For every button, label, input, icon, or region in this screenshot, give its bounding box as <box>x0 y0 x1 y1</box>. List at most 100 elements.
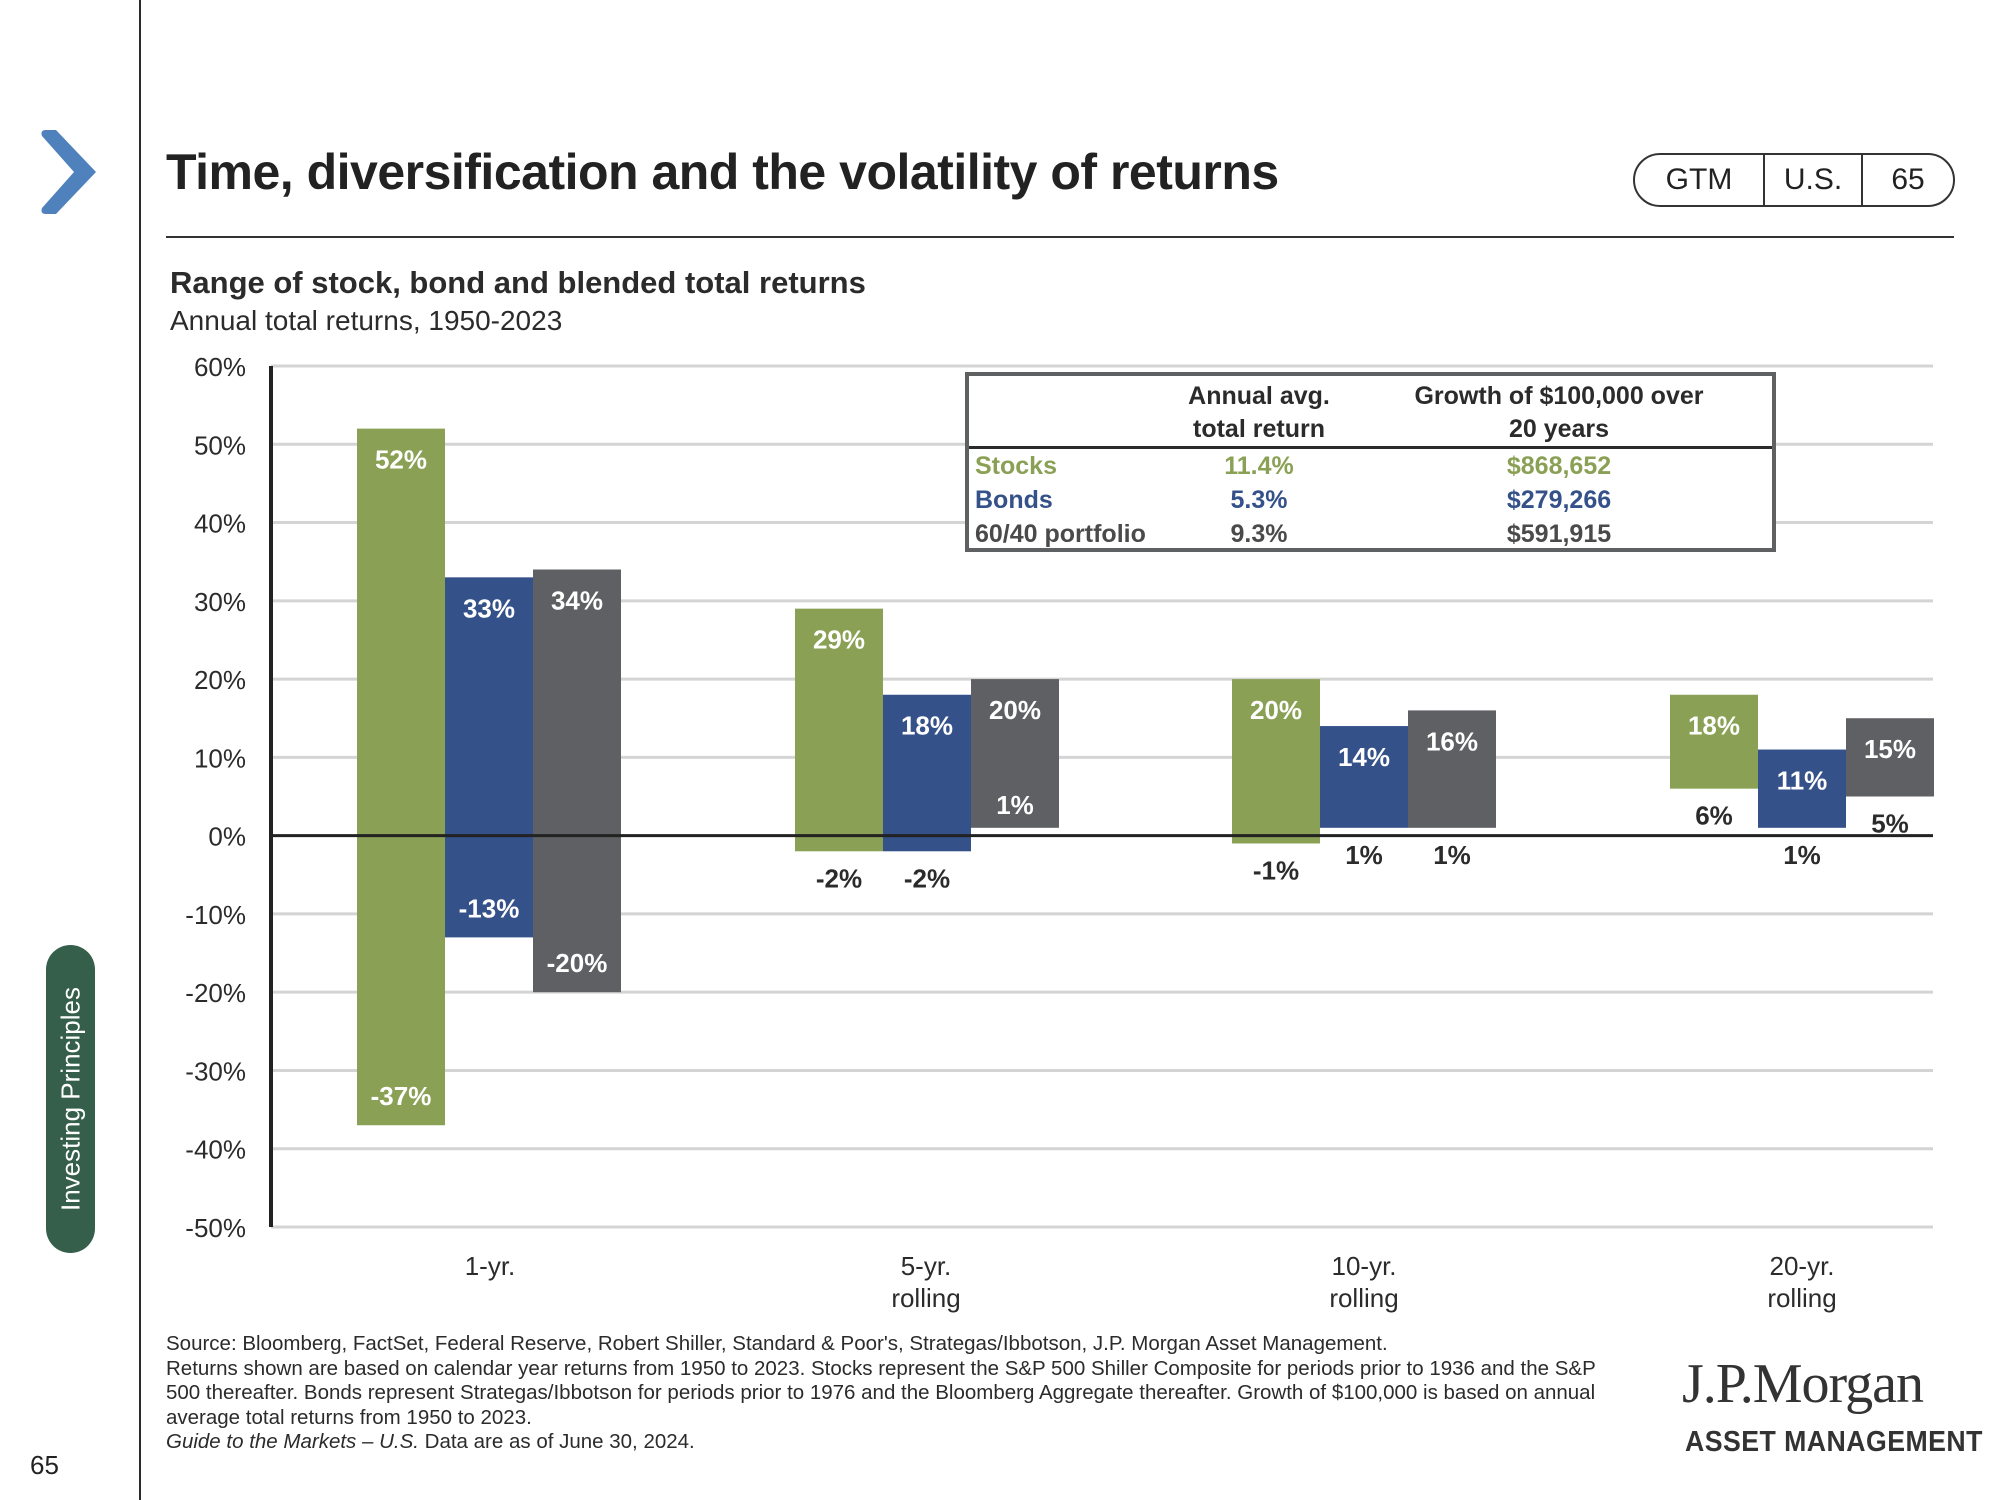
data-label-high: 18% <box>1688 711 1740 741</box>
y-tick-label: 40% <box>194 509 246 539</box>
table-row-portfolio: 60/40 portfolio 9.3% $591,915 <box>969 517 1772 551</box>
footnote-date: Guide to the Markets – U.S. Data are as … <box>166 1430 1626 1455</box>
data-label-high: 16% <box>1426 726 1478 756</box>
data-label-high: 33% <box>463 593 515 623</box>
y-tick-label: 0% <box>208 822 246 852</box>
footnote-source: Source: Bloomberg, FactSet, Federal Rese… <box>166 1332 1388 1355</box>
bar-60-40-portfolio <box>971 679 1059 828</box>
jpmorgan-logo: J.P.Morgan <box>1682 1353 1924 1415</box>
y-tick-label: 60% <box>194 352 246 382</box>
returns-summary-table: Annual avg. total return Growth of $100,… <box>965 372 1776 552</box>
bar-bonds <box>1320 726 1408 828</box>
data-label-low: 1% <box>1345 840 1383 870</box>
header-line: 20 years <box>1508 415 1610 443</box>
bar-stocks <box>1670 694 1758 789</box>
slide-reference-pill: GTM U.S. 65 <box>1633 153 1955 207</box>
bar-stocks <box>795 608 883 852</box>
data-label-high: 18% <box>901 711 953 741</box>
data-label-high: 20% <box>1250 695 1302 725</box>
row-label: Stocks <box>975 452 1057 480</box>
section-tag-label: Investing Principles <box>55 987 85 1211</box>
x-label-line: rolling <box>1767 1283 1837 1313</box>
x-label-line: 20-yr. <box>1769 1251 1835 1281</box>
row-growth: $279,266 <box>1506 486 1612 514</box>
data-label-low: -2% <box>816 863 862 893</box>
data-label-low: 1% <box>1433 840 1471 870</box>
y-tick-label: -50% <box>185 1213 246 1243</box>
row-avg-return: 9.3% <box>1230 520 1288 548</box>
chart-subtitle: Annual total returns, 1950-2023 <box>170 305 563 336</box>
data-label-high: 14% <box>1338 742 1390 772</box>
chevron-right-icon <box>41 130 96 214</box>
x-label-line: 10-yr. <box>1331 1251 1397 1281</box>
y-tick-label: 20% <box>194 665 246 695</box>
row-label: Bonds <box>975 486 1053 514</box>
data-label-low: -20% <box>547 948 608 978</box>
data-label-high: 29% <box>813 625 865 655</box>
x-label-10yr: 10-yr. rolling <box>1264 1250 1464 1314</box>
y-tick-label: -10% <box>185 900 246 930</box>
bar-stocks <box>1232 679 1320 844</box>
bar-bonds <box>883 694 971 852</box>
header-annual-avg: Annual avg. total return <box>1149 380 1369 446</box>
row-growth: $868,652 <box>1506 452 1612 480</box>
data-label-low: -2% <box>904 863 950 893</box>
y-tick-label: -20% <box>185 978 246 1008</box>
data-label-low: -13% <box>459 893 520 923</box>
table-row-stocks: Stocks 11.4% $868,652 <box>969 449 1772 483</box>
data-label-low: -1% <box>1253 855 1299 885</box>
y-tick-label: 30% <box>194 587 246 617</box>
bar-bonds <box>1758 749 1846 828</box>
pill-gtm: GTM <box>1635 155 1765 205</box>
range-bar-chart: 60% 50% 40% 30% 20% 10% 0% -10% -20% -30% -40% -50%… <box>185 352 1934 1243</box>
footnote: Source: Bloomberg, FactSet, Federal Rese… <box>166 1332 1626 1455</box>
data-label-high: 11% <box>1777 766 1828 796</box>
vertical-divider <box>139 0 141 1500</box>
row-growth: $591,915 <box>1506 520 1612 548</box>
page-number: 65 <box>30 1450 59 1480</box>
header-line: total return <box>1193 415 1325 443</box>
table-header: Annual avg. total return Growth of $100,… <box>969 376 1772 449</box>
footnote-publication: Guide to the Markets – U.S. <box>166 1430 419 1453</box>
header-line: Annual avg. <box>1188 382 1330 410</box>
bar-bonds <box>445 577 533 938</box>
x-label-1yr: 1-yr. <box>390 1250 590 1282</box>
y-tick-label: -30% <box>185 1056 246 1086</box>
data-label-low: 1% <box>1783 840 1821 870</box>
bar-stocks <box>357 428 445 1126</box>
bar-60-40-portfolio <box>533 569 621 993</box>
x-label-line: 1-yr. <box>464 1251 516 1281</box>
data-label-low: -37% <box>371 1081 432 1111</box>
data-label-low: 1% <box>996 790 1034 820</box>
row-label: 60/40 portfolio <box>975 520 1146 548</box>
x-label-20yr: 20-yr. rolling <box>1702 1250 1902 1314</box>
x-label-line: 5-yr. <box>900 1251 952 1281</box>
asset-management-wordmark: ASSET MANAGEMENT <box>1685 1426 1983 1458</box>
header-line: Growth of $100,000 over <box>1414 382 1704 410</box>
x-label-line: rolling <box>891 1283 961 1313</box>
header-growth: Growth of $100,000 over 20 years <box>1389 380 1729 446</box>
data-label-high: 34% <box>551 586 603 616</box>
data-label-low: 6% <box>1695 801 1733 831</box>
row-avg-return: 5.3% <box>1230 486 1288 514</box>
data-label-low: 5% <box>1871 809 1909 839</box>
footnote-methodology: Returns shown are based on calendar year… <box>166 1356 1596 1429</box>
footnote-as-of: Data are as of June 30, 2024. <box>418 1430 695 1453</box>
x-label-5yr: 5-yr. rolling <box>826 1250 1026 1314</box>
pill-region: U.S. <box>1765 155 1863 205</box>
bar-60-40-portfolio <box>1408 710 1496 828</box>
y-tick-label: -40% <box>185 1135 246 1165</box>
title-divider <box>166 236 1954 238</box>
data-label-high: 20% <box>989 695 1041 725</box>
y-tick-label: 50% <box>194 430 246 460</box>
pill-page: 65 <box>1891 163 1925 196</box>
row-avg-return: 11.4% <box>1224 452 1294 480</box>
page-title: Time, diversification and the volatility… <box>166 144 1279 200</box>
bar-60-40-portfolio <box>1846 718 1934 797</box>
chart-title: Range of stock, bond and blended total r… <box>170 265 866 300</box>
table-row-bonds: Bonds 5.3% $279,266 <box>969 483 1772 517</box>
section-tag: Investing Principles <box>46 945 95 1253</box>
x-label-line: rolling <box>1329 1283 1399 1313</box>
data-label-high: 15% <box>1864 734 1916 764</box>
data-label-high: 52% <box>375 445 427 475</box>
